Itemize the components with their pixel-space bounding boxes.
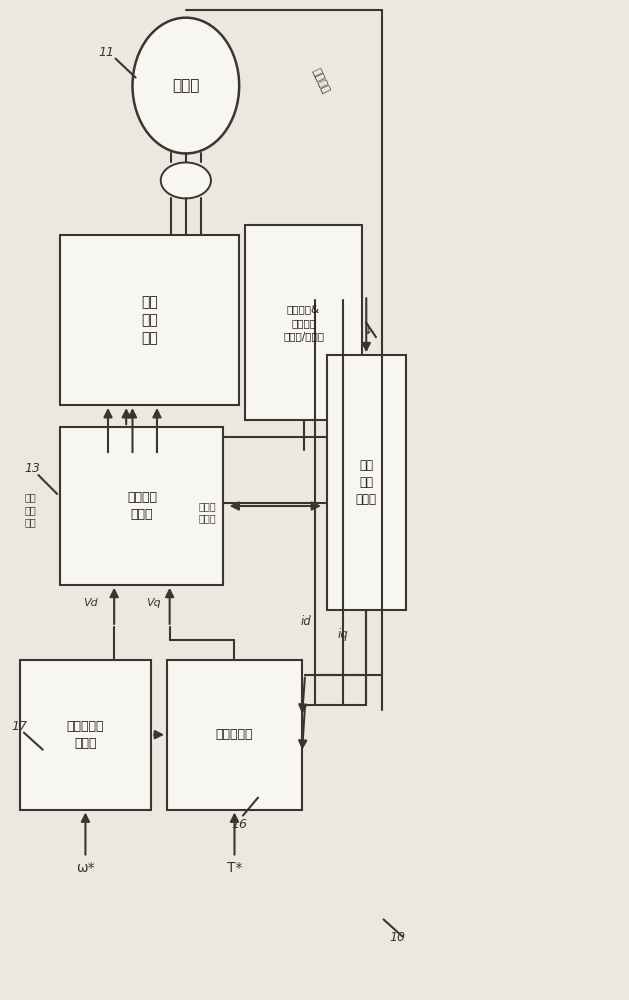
Text: 调速
电压
指令: 调速 电压 指令 bbox=[25, 493, 36, 527]
Text: 速度控制器
调节器: 速度控制器 调节器 bbox=[67, 720, 104, 750]
Text: ω*: ω* bbox=[76, 861, 95, 875]
Ellipse shape bbox=[133, 18, 239, 153]
Ellipse shape bbox=[161, 162, 211, 198]
FancyBboxPatch shape bbox=[60, 235, 239, 405]
Text: Vq: Vq bbox=[147, 598, 161, 608]
Text: 功率
换器
换路: 功率 换器 换路 bbox=[142, 295, 158, 346]
Text: 转矢控制器: 转矢控制器 bbox=[216, 728, 253, 741]
Text: 转子位置&
速度检测
调节器/估计器: 转子位置& 速度检测 调节器/估计器 bbox=[283, 305, 324, 341]
FancyBboxPatch shape bbox=[327, 355, 406, 610]
FancyBboxPatch shape bbox=[19, 660, 152, 810]
FancyBboxPatch shape bbox=[167, 660, 302, 810]
Text: 13: 13 bbox=[25, 462, 40, 475]
FancyBboxPatch shape bbox=[60, 427, 223, 585]
Text: 电流反馈: 电流反馈 bbox=[311, 66, 331, 95]
Text: ↓: ↓ bbox=[362, 324, 373, 337]
Text: 17: 17 bbox=[11, 720, 28, 733]
Text: T*: T* bbox=[227, 861, 243, 875]
Text: 电动机: 电动机 bbox=[172, 78, 199, 93]
Text: 转矢电
压指令: 转矢电 压指令 bbox=[199, 501, 216, 523]
FancyBboxPatch shape bbox=[245, 225, 362, 420]
Text: 电压矢量
调节器: 电压矢量 调节器 bbox=[127, 491, 157, 521]
Text: 11: 11 bbox=[98, 46, 114, 59]
Text: Vd: Vd bbox=[83, 598, 98, 608]
Text: 电流
矢量
调节器: 电流 矢量 调节器 bbox=[356, 459, 377, 506]
Text: id: id bbox=[301, 615, 312, 628]
Text: 10: 10 bbox=[390, 931, 406, 944]
Text: 16: 16 bbox=[231, 818, 248, 831]
Text: iq: iq bbox=[337, 628, 348, 641]
